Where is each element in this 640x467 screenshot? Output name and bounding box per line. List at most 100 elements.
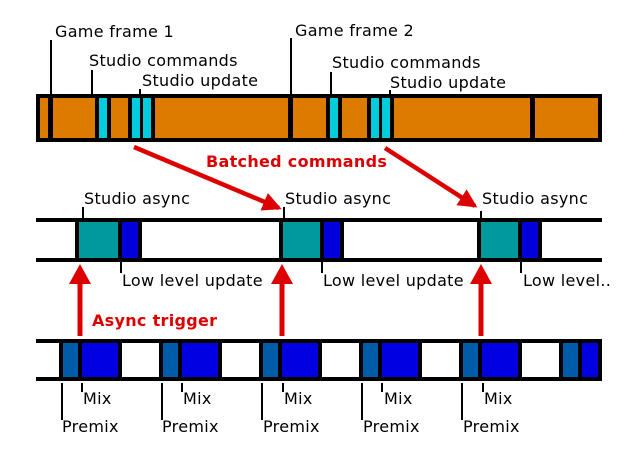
game-thread-bar-segment (53, 98, 95, 138)
mixer-thread-bar-segment (478, 343, 482, 377)
premix-3-label-tick (261, 383, 263, 420)
mixer-thread-bar-segment (382, 343, 418, 377)
mixer-thread-bar-segment (282, 343, 318, 377)
game-thread-bar (36, 94, 602, 142)
mixer-thread-bar-segment (559, 343, 563, 377)
low-level-update-2-label: Low level update (323, 271, 464, 290)
studio-async-thread-bar-segment (324, 222, 340, 258)
premix-2-label: Premix (162, 417, 219, 436)
premix-3-label: Premix (263, 417, 320, 436)
studio-update-2-label: Studio update (390, 73, 507, 92)
mixer-thread-bar-segment (59, 343, 63, 377)
studio-async-1-label: Studio async (84, 189, 191, 208)
mix-2-label-tick (181, 383, 183, 392)
async-trigger-arrow-3 (470, 264, 492, 336)
studio-async-thread-bar-segment (477, 222, 481, 258)
low-level-update-2-label-tick (321, 262, 323, 273)
mixer-thread-bar-segment (263, 343, 278, 377)
mixer-thread-bar (36, 339, 602, 381)
mixer-thread-bar-segment (518, 343, 522, 377)
studio-async-3-label-tick (480, 211, 482, 218)
premix-5-label-tick (461, 383, 463, 420)
game-thread-bar-segment (40, 98, 48, 138)
mixer-thread-bar-segment (218, 343, 222, 377)
mixer-thread-bar-segment (459, 343, 463, 377)
studio-update-1-label-tick (139, 89, 141, 94)
studio-async-thread-bar (36, 218, 602, 262)
mixer-thread-bar-segment (318, 343, 322, 377)
mix-2-label: Mix (183, 389, 212, 408)
mixer-thread-bar-segment (78, 343, 82, 377)
game-thread-bar-segment (111, 98, 128, 138)
mixer-thread-bar-segment (563, 343, 578, 377)
studio-update-2-label-tick (389, 90, 391, 94)
batched-commands-label: Batched commands (206, 152, 388, 171)
mixer-thread-bar-segment (463, 343, 478, 377)
mix-1-label: Mix (83, 389, 112, 408)
studio-async-thread-bar-segment (518, 222, 522, 258)
mixer-thread-bar-segment (418, 343, 422, 377)
game-thread-bar-segment (371, 98, 379, 138)
low-level-update-1-label-tick (120, 262, 122, 273)
game-thread-bar-segment (535, 98, 598, 138)
mixer-thread-bar-segment (578, 343, 582, 377)
async-trigger-label: Async trigger (92, 311, 218, 330)
mixer-thread-bar-segment (259, 343, 263, 377)
studio-commands-2-label: Studio commands (332, 53, 481, 72)
mixer-thread-bar-segment (359, 343, 363, 377)
studio-async-thread-bar-segment (283, 222, 320, 258)
premix-4-label: Premix (363, 417, 420, 436)
game-thread-bar-segment (143, 98, 151, 138)
studio-async-thread-bar-segment (118, 222, 122, 258)
mixer-thread-bar-segment (378, 343, 382, 377)
studio-async-thread-bar-segment (320, 222, 324, 258)
mixer-thread-bar-segment (163, 343, 178, 377)
game-thread-bar-segment (394, 98, 530, 138)
async-trigger-arrow-1 (69, 264, 91, 336)
studio-async-thread-bar-segment (279, 222, 283, 258)
studio-commands-2-label-tick (330, 72, 332, 94)
batched-commands-arrow-1 (133, 144, 282, 211)
game-frame-2-label: Game frame 2 (295, 21, 415, 40)
premix-4-label-tick (361, 383, 363, 420)
low-level-update-3-label: Low level.. (523, 271, 612, 290)
async-trigger-arrow-2 (271, 264, 293, 336)
premix-2-label-tick (161, 383, 163, 420)
studio-async-thread-bar-segment (522, 222, 538, 258)
game-thread-bar-segment (293, 98, 326, 138)
game-thread-bar-segment (330, 98, 338, 138)
studio-async-2-label-tick (283, 207, 285, 218)
studio-async-thread-bar-segment (538, 222, 542, 258)
game-thread-bar-segment (342, 98, 367, 138)
mixer-thread-bar-segment (178, 343, 182, 377)
studio-async-thread-bar-segment (122, 222, 138, 258)
game-thread-bar-segment (382, 98, 390, 138)
mixer-thread-bar-segment (582, 343, 598, 377)
mixer-thread-bar-segment (182, 343, 218, 377)
mixer-thread-bar-segment (159, 343, 163, 377)
studio-async-1-label-tick (82, 207, 84, 218)
mix-4-label: Mix (384, 389, 413, 408)
premix-5-label: Premix (463, 417, 520, 436)
mix-3-label-tick (282, 383, 284, 392)
studio-async-thread-bar-segment (340, 222, 344, 258)
mixer-thread-bar-segment (82, 343, 118, 377)
mix-3-label: Mix (284, 389, 313, 408)
mixer-thread-bar-segment (118, 343, 122, 377)
low-level-update-1-label: Low level update (122, 271, 263, 290)
mixer-thread-bar-segment (482, 343, 518, 377)
mixer-thread-bar-segment (363, 343, 378, 377)
studio-async-thread-bar-segment (138, 222, 142, 258)
low-level-update-3-label-tick (520, 262, 522, 273)
mix-1-label-tick (81, 383, 83, 392)
mix-5-label: Mix (484, 389, 513, 408)
mixer-thread-bar-segment (278, 343, 282, 377)
premix-1-label-tick (61, 383, 63, 420)
studio-commands-1-label: Studio commands (89, 51, 238, 70)
studio-update-1-label: Studio update (142, 71, 259, 90)
game-thread-bar-segment (99, 98, 107, 138)
batched-commands-arrow-2 (383, 146, 478, 208)
premix-1-label: Premix (62, 417, 119, 436)
